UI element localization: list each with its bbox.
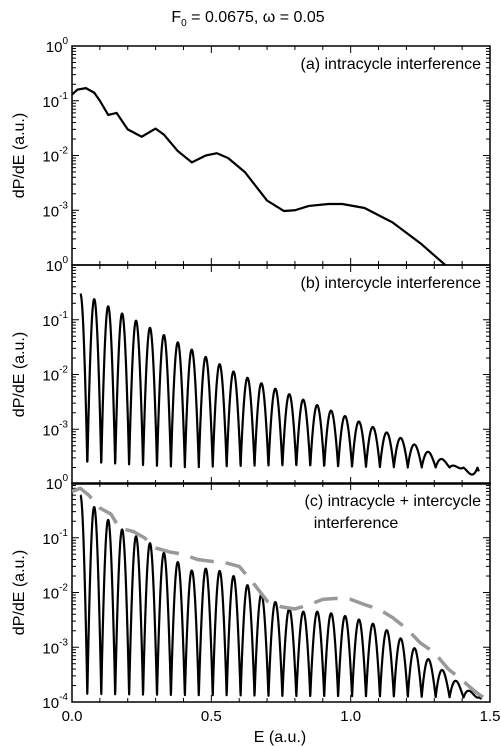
x-tick-label: 1.0 <box>340 708 361 725</box>
series-line <box>79 292 480 476</box>
panel-c: 100 10-1 10-2 10-3 10-40.0 0.5 1.0 1.5 dP/dE (a.… <box>11 473 500 725</box>
x-ticks <box>71 46 491 265</box>
series-line-dashed <box>72 486 490 702</box>
x-tick-label: 0.0 <box>62 708 83 725</box>
x-tick-label: 1.5 <box>480 708 501 725</box>
y-ticks <box>72 267 490 485</box>
series-group <box>79 292 480 476</box>
y-tick-label: 10-1 <box>42 91 68 111</box>
series-line <box>72 87 447 265</box>
panel-annotation: (b) intercycle interference <box>300 275 481 292</box>
y-tick-label: 10-3 <box>42 200 68 220</box>
panel-frame <box>71 45 491 266</box>
title-subscript: 0 <box>181 18 187 29</box>
series-line <box>79 494 483 700</box>
panel-b: 100 10-1 10-2 10-3 dP/dE (a.u.) (b) intercycl… <box>11 255 491 485</box>
y-tick-label: 10-2 <box>42 146 68 166</box>
y-tick-label: 10-1 <box>42 528 68 548</box>
panel-a: 100 10-1 10-2 10-3 dP/dE (a.u.) (a) intracycl… <box>11 36 491 266</box>
y-tick-label: 10-3 <box>42 637 68 657</box>
y-tick-label: 100 <box>46 473 69 493</box>
panel-annotation: (a) intracycle interference <box>300 56 481 73</box>
y-tick-label: 10-2 <box>42 583 68 603</box>
title-symbol: F <box>171 9 181 26</box>
x-ticks <box>71 483 491 702</box>
y-tick-label: 10-1 <box>42 310 68 330</box>
title-rest: = 0.0675, ω = 0.05 <box>187 9 325 26</box>
y-tick-label: 10-3 <box>42 419 68 439</box>
series-group <box>72 87 447 265</box>
y-ticks <box>72 485 490 703</box>
panel-annotation: (c) intracycle + intercycle <box>305 493 482 510</box>
y-tick-label: 100 <box>46 36 69 56</box>
x-tick-label: 0.5 <box>201 708 222 725</box>
y-axis-label: dP/dE (a.u.) <box>11 332 28 417</box>
y-tick-label: 10-4 <box>42 692 68 712</box>
x-axis-label: E (a.u.) <box>254 729 306 746</box>
y-axis-label: dP/dE (a.u.) <box>11 113 28 198</box>
y-tick-label: 100 <box>46 255 69 275</box>
y-tick-label: 10-2 <box>42 365 68 385</box>
series-group <box>72 486 490 702</box>
y-axis-label: dP/dE (a.u.) <box>11 550 28 635</box>
figure-title: F0 = 0.0675, ω = 0.05 <box>171 9 324 29</box>
panel-annotation: interference <box>314 515 399 532</box>
y-ticks <box>72 48 490 266</box>
